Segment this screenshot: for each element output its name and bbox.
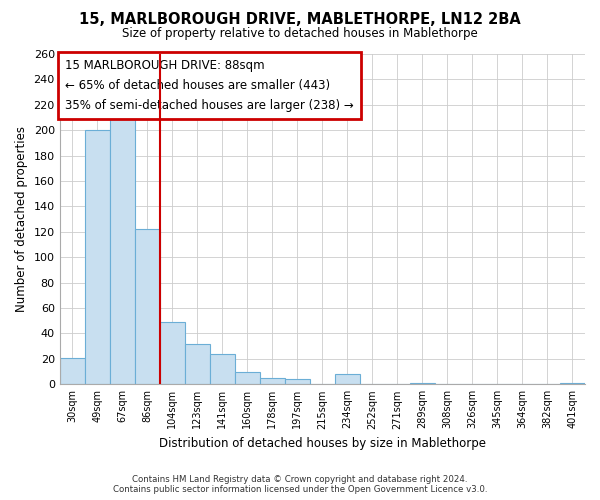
Bar: [260, 378, 285, 384]
Bar: [110, 114, 135, 384]
Bar: [285, 379, 310, 384]
Bar: [410, 383, 435, 384]
Text: 15, MARLBOROUGH DRIVE, MABLETHORPE, LN12 2BA: 15, MARLBOROUGH DRIVE, MABLETHORPE, LN12…: [79, 12, 521, 28]
Bar: [335, 374, 360, 384]
Bar: [160, 322, 185, 384]
Bar: [59, 358, 85, 384]
X-axis label: Distribution of detached houses by size in Mablethorpe: Distribution of detached houses by size …: [159, 437, 486, 450]
Text: 15 MARLBOROUGH DRIVE: 88sqm
← 65% of detached houses are smaller (443)
35% of se: 15 MARLBOROUGH DRIVE: 88sqm ← 65% of det…: [65, 59, 353, 112]
Bar: [135, 230, 160, 384]
Bar: [235, 372, 260, 384]
Text: Contains HM Land Registry data © Crown copyright and database right 2024.
Contai: Contains HM Land Registry data © Crown c…: [113, 474, 487, 494]
Bar: [210, 354, 235, 384]
Bar: [85, 130, 110, 384]
Bar: [185, 344, 210, 384]
Bar: [560, 383, 585, 384]
Text: Size of property relative to detached houses in Mablethorpe: Size of property relative to detached ho…: [122, 28, 478, 40]
Y-axis label: Number of detached properties: Number of detached properties: [15, 126, 28, 312]
